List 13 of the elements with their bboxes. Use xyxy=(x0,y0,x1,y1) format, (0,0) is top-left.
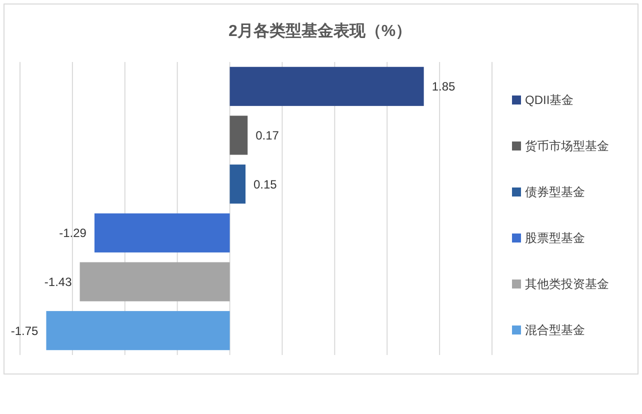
legend-label: 货币市场型基金 xyxy=(525,139,609,154)
data-label: -1.29 xyxy=(59,226,87,240)
data-label: 1.85 xyxy=(432,80,456,94)
legend-label: QDII基金 xyxy=(525,93,574,108)
legend-label: 债券型基金 xyxy=(525,185,585,200)
data-label: -1.75 xyxy=(10,324,39,338)
data-label: 0.15 xyxy=(254,177,278,192)
data-label: 0.17 xyxy=(256,128,280,142)
legend-label: 混合型基金 xyxy=(525,323,585,338)
legend-label: 股票型基金 xyxy=(525,231,585,246)
legend-label: 其他类投资基金 xyxy=(525,277,609,292)
data-label: -1.43 xyxy=(44,274,72,289)
chart-title: 2月各类型基金表现（%） xyxy=(228,22,412,40)
